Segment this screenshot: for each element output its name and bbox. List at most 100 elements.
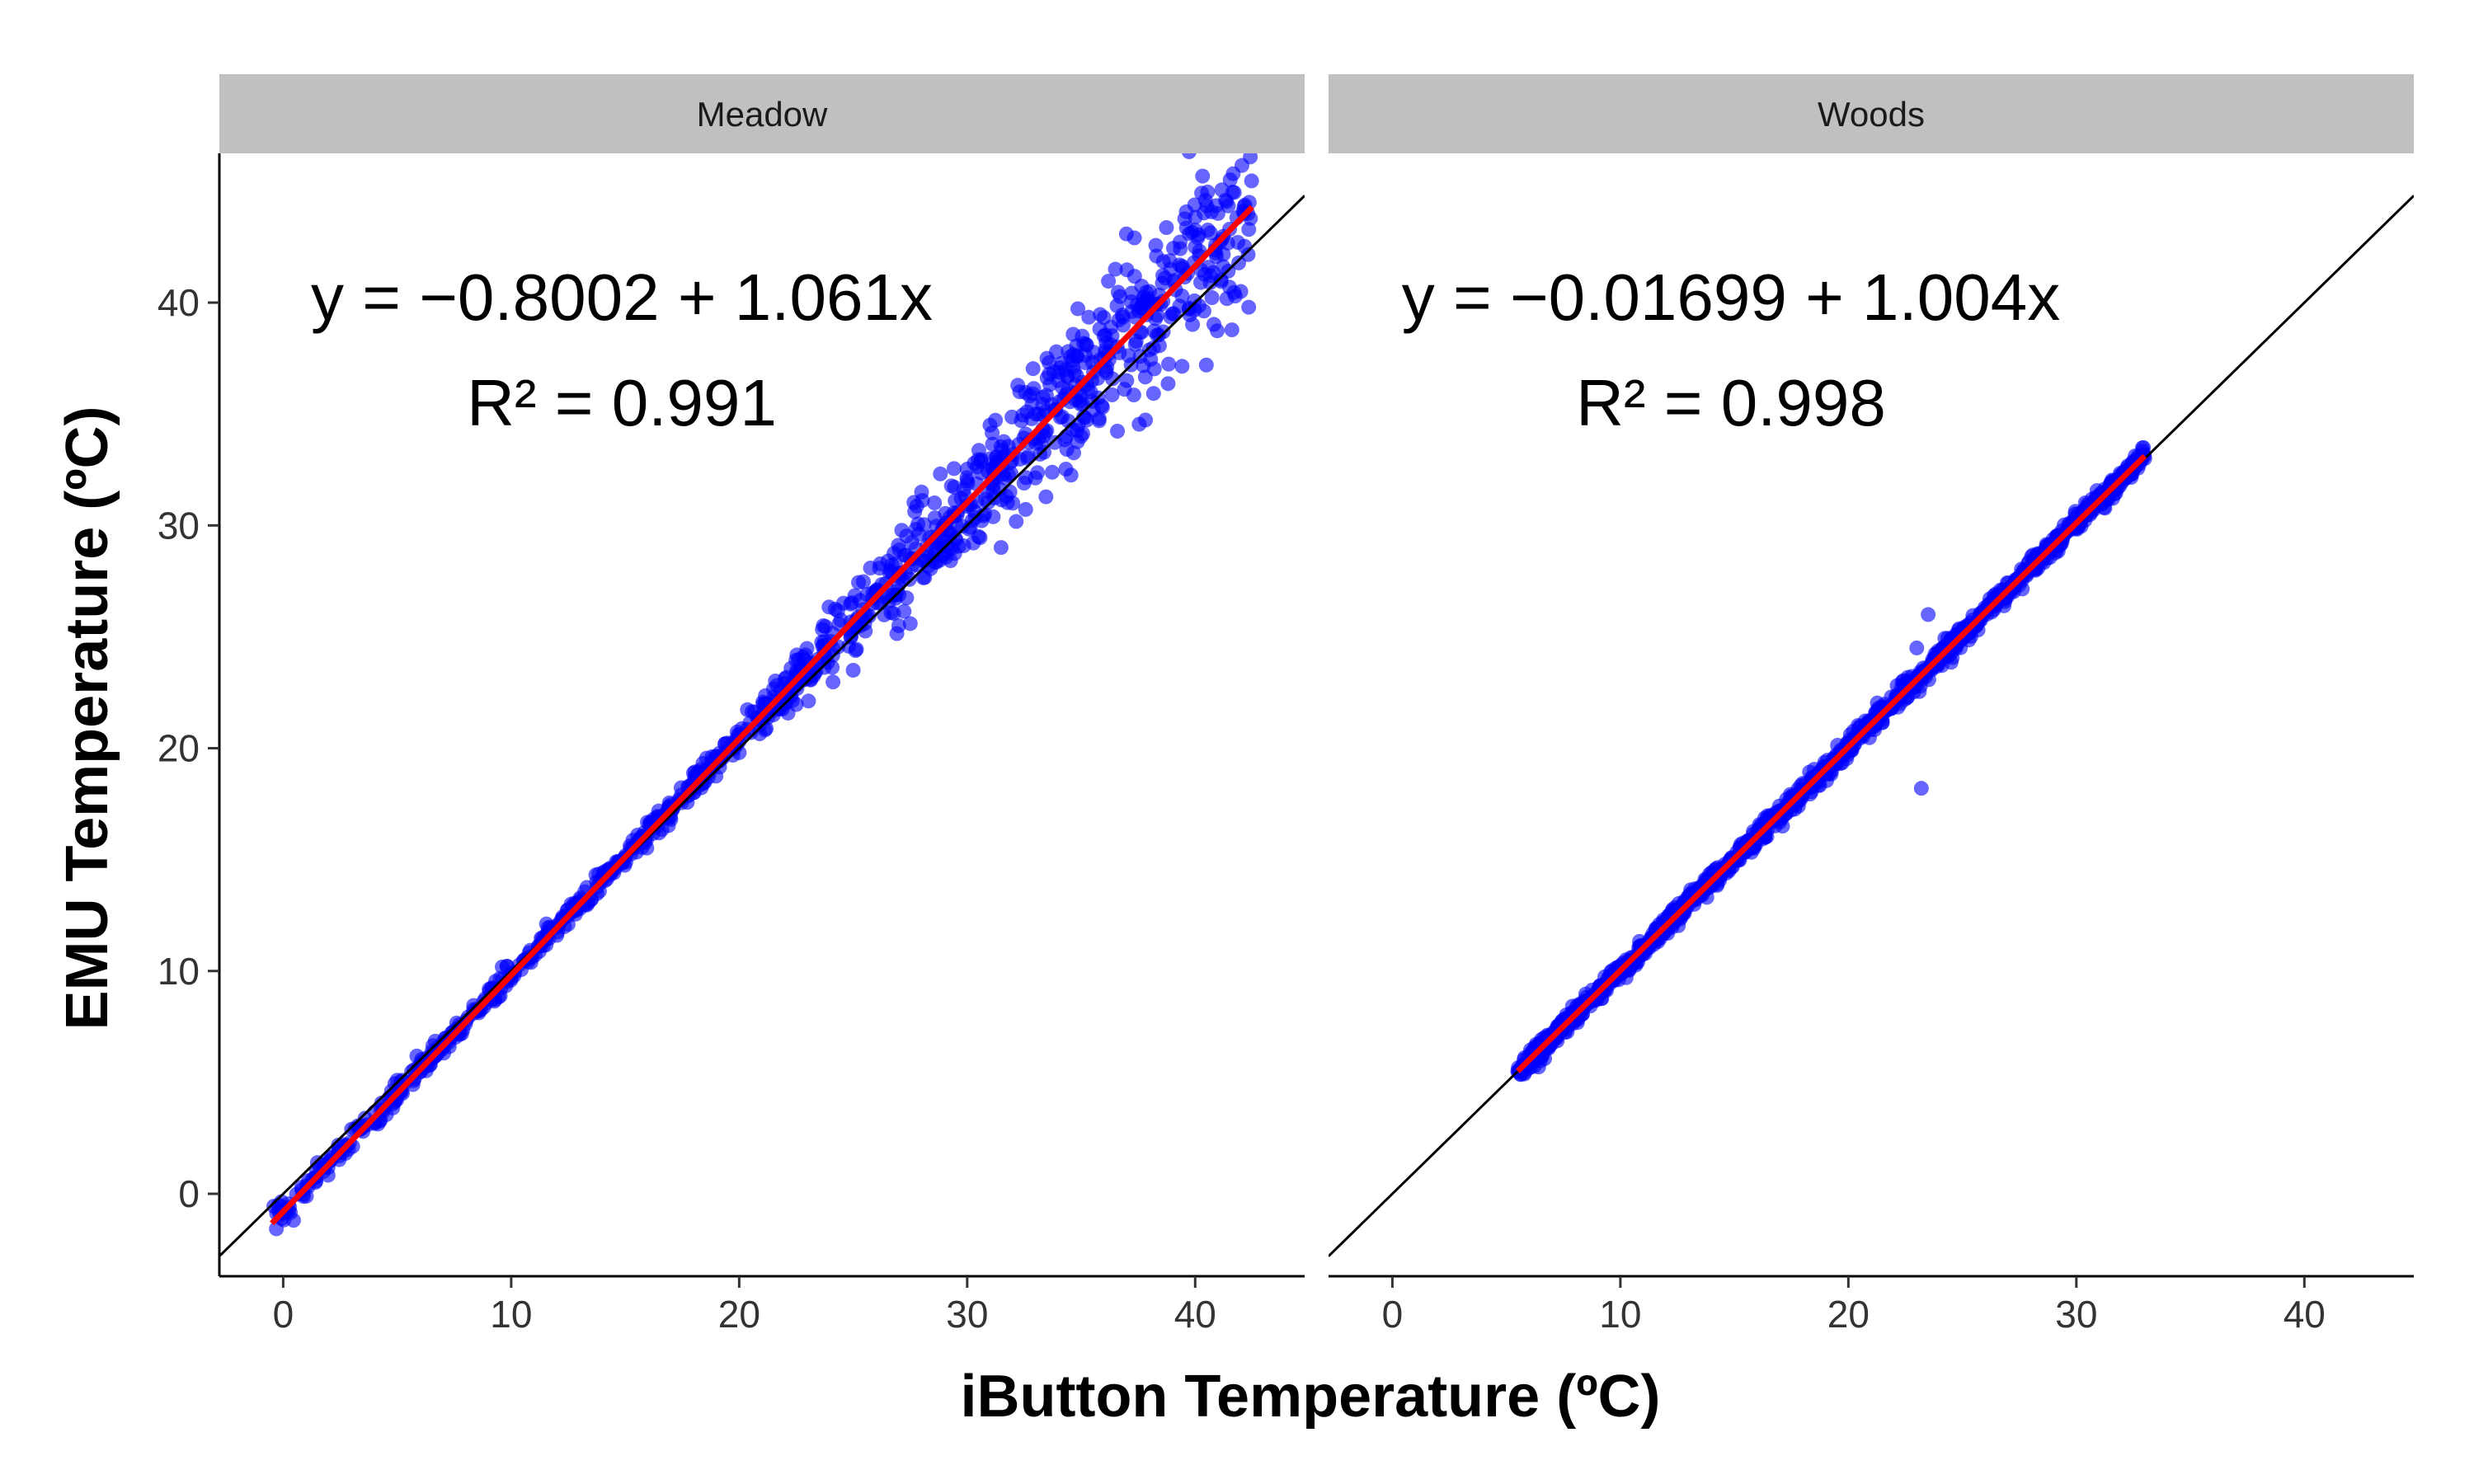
data-point	[1210, 323, 1225, 339]
data-point	[1039, 350, 1055, 366]
identity-line	[219, 195, 1305, 1257]
facet-strip	[1329, 74, 2414, 153]
data-point	[389, 1073, 405, 1088]
x-tick-label: 0	[1382, 1293, 1404, 1336]
data-point	[1119, 373, 1135, 388]
y-tick-label: 0	[178, 1172, 200, 1215]
data-point	[765, 681, 781, 697]
data-point	[1009, 514, 1024, 529]
data-point	[1161, 356, 1177, 372]
data-point	[1005, 495, 1021, 511]
data-point	[1004, 409, 1020, 425]
data-point	[971, 528, 986, 544]
data-point	[1182, 153, 1197, 160]
data-point	[908, 521, 924, 537]
y-tick-label: 40	[158, 281, 200, 324]
data-point	[1018, 501, 1033, 517]
data-point	[1159, 220, 1174, 236]
panels-layer: Meadow 0 10 20 30 40 0 10 20 30 40 y = −0.8002 + 1.…	[158, 74, 2414, 1336]
data-point	[904, 534, 920, 550]
facet-strip-label: Meadow	[697, 95, 828, 134]
data-point	[1164, 306, 1180, 322]
y-tick-label: 20	[158, 727, 200, 770]
data-point	[1137, 369, 1153, 385]
data-point	[1683, 882, 1699, 898]
data-point	[894, 523, 910, 538]
data-point	[1909, 640, 1925, 655]
y-tick-label: 30	[158, 504, 200, 547]
data-point	[1896, 673, 1912, 688]
data-point	[959, 473, 975, 489]
x-tick-label: 10	[1599, 1293, 1641, 1336]
x-tick-label: 20	[718, 1293, 760, 1336]
data-point	[901, 571, 917, 587]
x-axis-title: iButton Temperature (ºC)	[961, 1364, 1661, 1430]
data-point	[1241, 222, 1257, 237]
data-point	[1025, 386, 1041, 402]
data-point	[1142, 284, 1157, 299]
data-point	[1233, 284, 1249, 299]
data-point	[1093, 307, 1108, 322]
data-point	[1127, 336, 1143, 352]
data-point	[1178, 220, 1194, 236]
regression-line	[1516, 453, 2147, 1073]
data-point	[1148, 237, 1164, 253]
r-squared-label: R² = 0.998	[1576, 366, 1886, 439]
data-point	[982, 417, 998, 433]
data-point	[933, 466, 948, 481]
data-point	[970, 452, 985, 467]
data-point	[917, 570, 933, 585]
data-point	[1074, 429, 1089, 444]
data-point	[1213, 274, 1229, 289]
data-point	[1124, 303, 1140, 319]
x-tick-label: 30	[946, 1293, 988, 1336]
data-point	[1104, 387, 1120, 402]
data-point	[698, 750, 714, 766]
data-point	[1222, 172, 1238, 188]
data-point	[927, 495, 943, 510]
regression-equation: y = −0.8002 + 1.061x	[311, 261, 933, 334]
data-point	[1151, 327, 1167, 343]
data-point	[783, 660, 799, 676]
data-point	[309, 1155, 325, 1171]
data-point	[821, 599, 837, 615]
data-point	[1065, 353, 1080, 369]
data-point	[1199, 198, 1215, 214]
data-point	[1038, 489, 1054, 505]
y-axis-title: EMU Temperature (ºC)	[54, 406, 120, 1030]
data-point	[1200, 184, 1216, 200]
plot-area	[219, 153, 1305, 1257]
regression-line	[270, 204, 1254, 1226]
x-tick-label: 40	[1174, 1293, 1216, 1336]
data-point	[1096, 328, 1112, 344]
data-point	[1200, 222, 1216, 237]
data-point	[855, 574, 871, 589]
data-point	[1039, 370, 1055, 386]
data-point	[1921, 607, 1936, 622]
data-point	[1214, 182, 1230, 198]
data-point	[1101, 274, 1117, 289]
panel-woods: Woods 0 10 20 30 40 y = −0.01699 + 1.004x R² = …	[1329, 74, 2414, 1336]
data-point	[1241, 299, 1257, 315]
data-point	[1188, 239, 1203, 255]
data-point	[887, 546, 902, 561]
data-point	[1110, 423, 1126, 439]
data-point	[825, 674, 841, 690]
data-point	[849, 641, 864, 657]
x-tick-label: 20	[1827, 1293, 1870, 1336]
data-point	[1174, 359, 1190, 374]
data-point	[833, 613, 849, 628]
data-point	[946, 461, 962, 477]
data-point	[843, 596, 858, 612]
data-point	[1052, 360, 1068, 376]
data-point	[1201, 260, 1216, 275]
data-point	[1109, 298, 1125, 313]
data-point	[1937, 631, 1953, 646]
data-point	[974, 513, 990, 528]
data-point	[938, 549, 954, 565]
data-point	[731, 744, 747, 760]
data-point	[1157, 270, 1173, 286]
data-point	[891, 618, 906, 633]
x-tick-label: 10	[490, 1293, 532, 1336]
